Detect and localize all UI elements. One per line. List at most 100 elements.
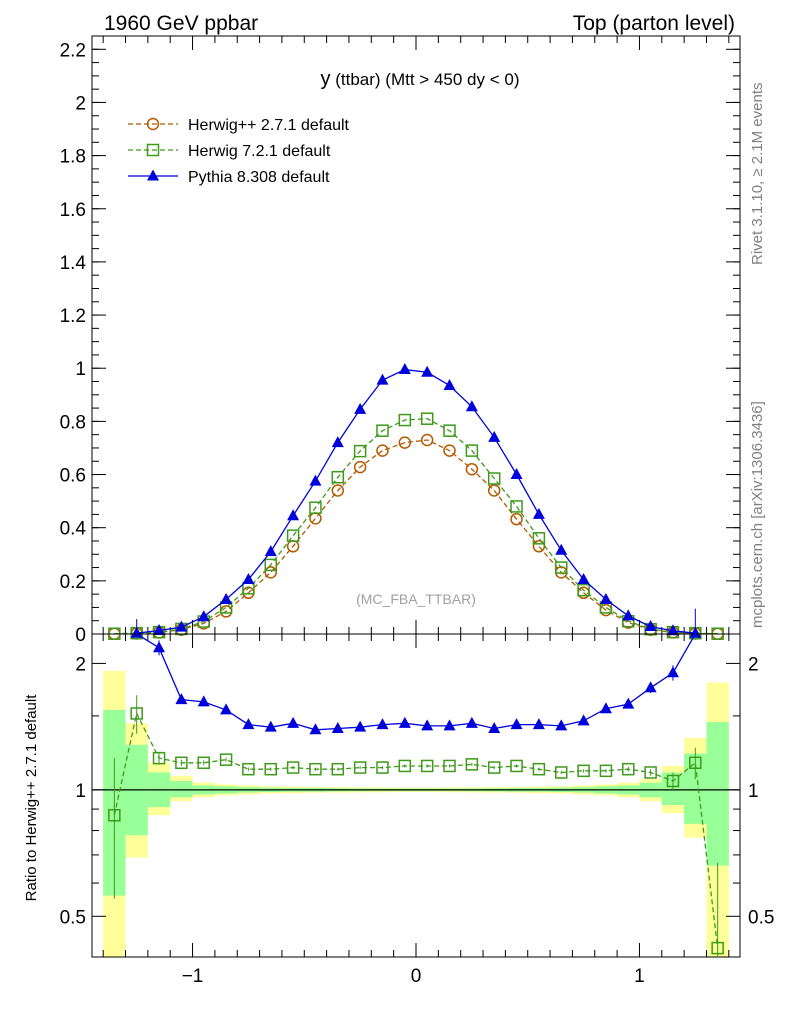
data-point <box>398 436 412 449</box>
data-point <box>175 693 188 705</box>
data-point <box>376 761 389 774</box>
data-point <box>354 402 367 414</box>
data-point <box>264 545 277 557</box>
data-point <box>510 468 523 480</box>
data-point <box>443 444 456 457</box>
data-point <box>376 373 389 385</box>
data-point <box>264 762 278 776</box>
ratio-ylabel: Ratio to Herwig++ 2.7.1 default <box>23 694 40 902</box>
data-point <box>309 474 322 486</box>
series-line <box>136 633 696 731</box>
data-point <box>420 433 434 447</box>
legend-marker <box>147 169 159 181</box>
legend: Herwig++ 2.7.1 default Herwig 7.2.1 defau… <box>128 117 350 186</box>
data-point <box>487 472 501 485</box>
x-tick-label: 1 <box>634 966 645 987</box>
header-left: 1960 GeV ppbar <box>104 12 258 35</box>
series-line <box>113 711 719 949</box>
data-point <box>309 723 322 735</box>
data-point <box>398 363 411 375</box>
data-point <box>488 430 501 442</box>
data-point <box>331 470 345 484</box>
legend-marker <box>146 143 160 157</box>
data-point <box>108 809 121 822</box>
data-point <box>666 666 679 678</box>
data-point <box>153 641 166 653</box>
data-point <box>398 413 412 427</box>
data-point <box>152 751 166 765</box>
data-point <box>465 716 478 728</box>
x-tick-label: 0 <box>411 966 422 987</box>
data-point <box>555 719 568 731</box>
data-point <box>577 573 590 585</box>
data-point <box>577 764 590 778</box>
data-point <box>510 500 523 513</box>
data-point <box>532 507 545 519</box>
data-point <box>287 716 300 728</box>
data-point <box>242 718 255 730</box>
data-point <box>644 766 657 779</box>
data-point <box>488 721 501 733</box>
data-point <box>398 759 412 773</box>
y-tick-label: 0.2 <box>60 572 86 593</box>
data-point <box>443 378 456 390</box>
series-line <box>136 368 696 634</box>
legend-label: Herwig++ 2.7.1 default <box>188 117 350 134</box>
data-point <box>421 719 434 731</box>
data-point <box>599 702 612 714</box>
data-point <box>264 566 278 579</box>
data-point <box>487 761 501 774</box>
data-point <box>554 766 568 779</box>
data-point <box>286 761 300 774</box>
series-line <box>114 439 718 635</box>
data-point <box>443 719 456 731</box>
data-point <box>465 758 479 771</box>
ratio-y-tick-label-right: 0.5 <box>748 907 774 928</box>
data-point <box>331 762 345 776</box>
y-tick-label: 2 <box>75 93 86 114</box>
legend-label: Herwig 7.2.1 default <box>188 143 331 160</box>
header-right: Top (parton level) <box>573 12 735 35</box>
legend-marker <box>146 117 160 131</box>
data-point <box>599 764 613 778</box>
y-tick-label: 2.2 <box>60 40 86 61</box>
data-point <box>354 720 367 732</box>
data-point <box>219 753 233 766</box>
data-point <box>577 583 590 597</box>
analysis-tag: (MC_FBA_TTBAR) <box>356 591 476 607</box>
data-point <box>465 400 478 412</box>
data-point <box>465 444 479 457</box>
ratio-y-tick-label: 2 <box>75 654 86 675</box>
data-point <box>510 759 523 773</box>
data-point <box>443 424 456 437</box>
data-point <box>197 695 210 707</box>
data-point <box>398 716 411 728</box>
ratio-panel: 0.5 0.5 1 1 2 2 −1 0 1 <box>60 608 774 987</box>
data-point <box>353 444 367 458</box>
data-point <box>711 941 724 955</box>
data-point <box>130 707 143 720</box>
band-inner <box>170 780 193 798</box>
data-point <box>644 620 657 632</box>
data-point <box>353 460 367 474</box>
y-tick-label: 0.6 <box>60 466 86 487</box>
series-line <box>114 418 718 635</box>
data-point <box>287 509 300 521</box>
plot-title: y (ttbar) (Mtt > 450 dy < 0) <box>321 68 520 90</box>
data-point <box>242 573 255 585</box>
data-point <box>175 756 188 770</box>
ratio-y-tick-label-right: 2 <box>748 654 759 675</box>
data-point <box>443 759 456 773</box>
data-point <box>376 718 389 730</box>
data-point <box>331 484 345 497</box>
plot-title-var: y <box>321 68 331 90</box>
data-point <box>599 592 612 604</box>
data-point <box>577 714 590 726</box>
legend-label: Pythia 8.308 default <box>188 169 330 186</box>
data-point <box>264 720 277 732</box>
data-point <box>420 759 434 773</box>
data-point <box>420 412 434 425</box>
data-point <box>331 721 344 733</box>
data-point <box>220 703 233 715</box>
